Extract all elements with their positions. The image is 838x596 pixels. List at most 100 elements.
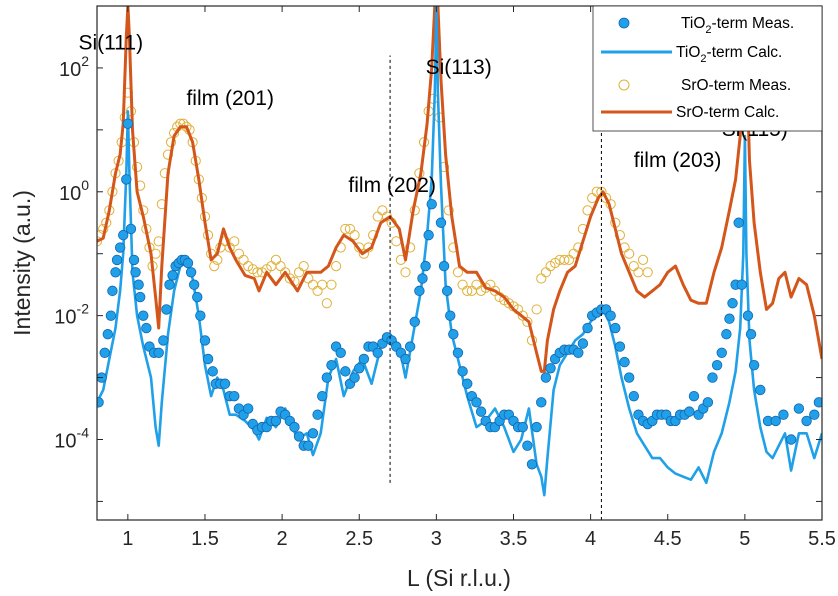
tio2-meas-point <box>727 298 738 309</box>
tio2-meas-point <box>219 378 231 389</box>
tio2-meas-point <box>813 397 822 408</box>
legend-label: TiO2-term Meas. <box>681 15 794 36</box>
x-tick-label: 1.5 <box>191 528 219 550</box>
tio2-meas-point <box>307 428 319 439</box>
sro-meas-point <box>377 205 388 216</box>
tio2-meas-point <box>153 347 164 358</box>
tio2-meas-point <box>721 329 732 340</box>
sro-meas-point <box>293 267 305 278</box>
sro-meas-point <box>443 205 454 216</box>
sro-meas-point <box>400 267 411 278</box>
tio2-meas-point <box>207 366 218 377</box>
tio2-meas-point <box>684 406 695 417</box>
sro-meas-point <box>457 279 468 290</box>
tio2-meas-point <box>122 118 134 129</box>
tio2-meas-point <box>128 254 140 266</box>
tio2-meas-point <box>745 329 757 340</box>
tio2-meas-point <box>107 285 118 297</box>
legend-marker <box>618 79 630 91</box>
tio2-meas-point <box>435 217 447 228</box>
tio2-meas-point <box>448 329 459 340</box>
tio2-meas-point <box>733 217 744 228</box>
tio2-meas-point <box>707 372 718 383</box>
sro-meas-point <box>642 267 653 278</box>
tio2-meas-point <box>517 421 528 433</box>
x-axis-ticks: 1 1.5 2 2.5 3 3.5 4 4.5 5 5.5 <box>122 6 836 550</box>
tio2-meas-point <box>199 335 211 346</box>
y-tick-label: 10-2 <box>54 301 89 329</box>
tio2-meas-point <box>404 341 416 352</box>
tio2-meas-point <box>452 347 464 358</box>
tio2-meas-point <box>716 347 727 358</box>
tio2-meas-point <box>110 267 121 278</box>
x-tick-label: 3 <box>431 528 442 550</box>
sro-meas-point <box>317 279 328 290</box>
sro-meas-point <box>471 279 482 290</box>
tio2-meas-point <box>457 366 468 377</box>
tio2-meas-point <box>471 397 482 408</box>
x-tick-label: 2.5 <box>345 528 373 550</box>
sro-meas-point <box>452 267 464 278</box>
tio2-meas-point <box>526 459 538 470</box>
legend-box <box>592 5 823 132</box>
tio2-meas-point <box>182 257 194 269</box>
peak-label: Si(111) <box>78 31 143 54</box>
tio2-meas-point <box>441 285 453 297</box>
tio2-meas-point <box>97 397 104 408</box>
peak-label: film (202) <box>348 174 436 197</box>
tio2-meas-point <box>114 242 126 253</box>
peak-label: film (203) <box>634 149 722 172</box>
y-tick-label: 10-4 <box>54 424 89 452</box>
tio2-meas-point <box>242 403 254 414</box>
tio2-meas-point <box>438 260 450 272</box>
tio2-meas-point <box>531 421 542 433</box>
tio2-meas-point <box>185 267 197 278</box>
sro-meas-point <box>372 211 383 222</box>
tio2-meas-point <box>711 359 723 371</box>
x-tick-label: 4 <box>585 528 596 550</box>
x-tick-label: 5.5 <box>808 528 836 550</box>
sro-calc-line <box>97 6 822 373</box>
sro-meas-point <box>330 260 342 272</box>
tio2-meas-point <box>445 310 456 321</box>
tio2-meas-point <box>317 390 328 402</box>
tio2-meas-point <box>755 384 766 396</box>
sro-meas-point <box>298 260 309 272</box>
sro-meas-point <box>522 316 533 327</box>
tio2-meas-point <box>688 390 700 402</box>
tio2-meas-point <box>785 434 797 445</box>
tio2-meas-point <box>623 372 635 383</box>
tio2-meas-point <box>293 431 305 442</box>
sro-meas-point <box>648 0 657 5</box>
tio2-meas-point <box>770 415 781 427</box>
legend-label: TiO2-term Calc. <box>676 44 782 65</box>
tio2-meas-point <box>141 322 152 334</box>
tio2-meas-point <box>102 329 113 340</box>
sro-meas-point <box>637 254 649 266</box>
sro-meas-point <box>229 236 240 247</box>
legend-label: SrO-term Calc. <box>676 104 779 121</box>
tio2-meas-point <box>724 313 735 324</box>
x-axis-title: L (Si r.l.u.) <box>407 565 511 591</box>
tio2-meas-point <box>130 267 141 278</box>
sro-meas-point <box>275 260 286 272</box>
sro-meas-point <box>132 161 143 173</box>
peak-label: Si(113) <box>426 56 492 79</box>
sro-meas-point <box>624 248 635 259</box>
reference-lines <box>389 55 602 520</box>
tio2-meas-point <box>540 372 552 383</box>
tio2-meas-point <box>522 440 533 451</box>
tio2-meas-point <box>118 229 129 241</box>
tio2-meas-point <box>742 310 754 321</box>
peak-label: film (201) <box>186 87 274 110</box>
tio2-meas-point <box>111 254 123 266</box>
tio2-meas-point <box>312 409 323 420</box>
tio2-meas-point <box>793 403 805 414</box>
plot-frame <box>96 5 823 521</box>
tio2-meas-point <box>167 270 178 281</box>
sro-meas-point <box>238 254 249 266</box>
tio2-meas-point <box>202 353 214 365</box>
tio2-meas-point <box>158 335 169 346</box>
tio2-meas-point <box>536 397 547 408</box>
tio2-meas-point <box>192 291 203 303</box>
